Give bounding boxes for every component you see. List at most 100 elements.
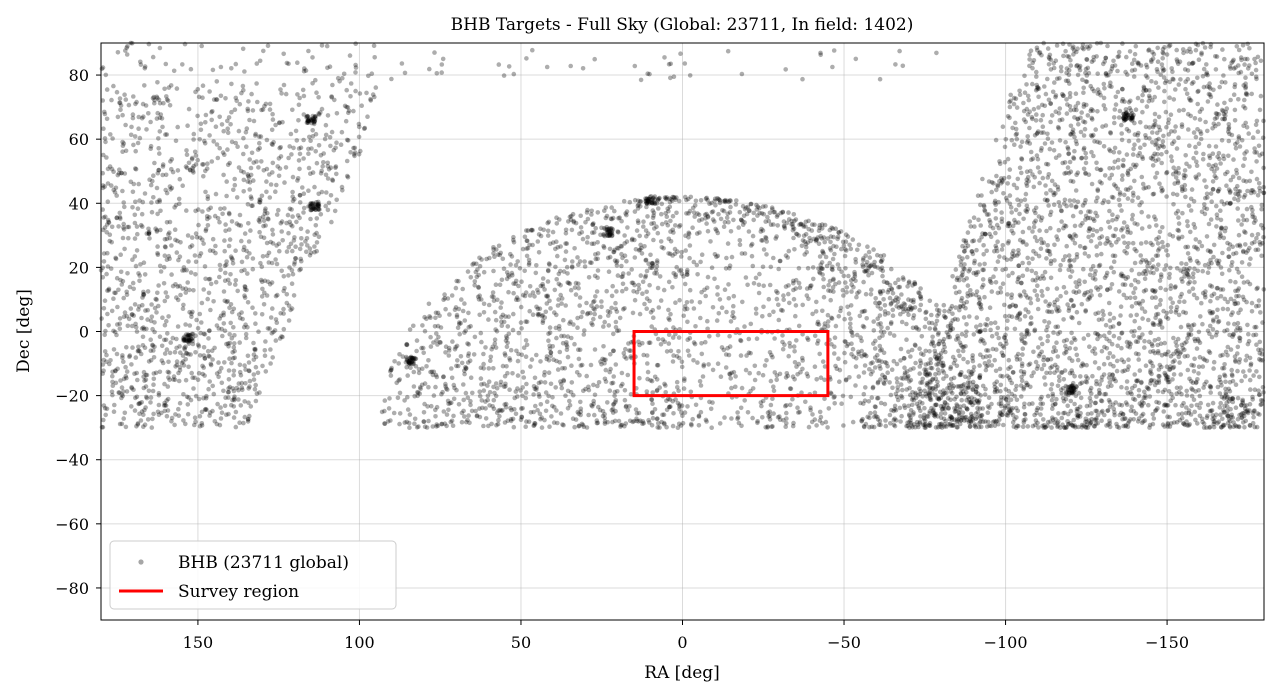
bhb-point bbox=[345, 138, 351, 143]
bhb-point bbox=[346, 110, 351, 116]
bhb-point bbox=[104, 406, 110, 412]
bhb-point bbox=[481, 351, 486, 357]
bhb-point bbox=[1073, 188, 1079, 193]
bhb-point bbox=[1213, 54, 1218, 59]
bhb-point bbox=[829, 266, 835, 272]
bhb-point bbox=[872, 404, 878, 409]
bhb-point bbox=[890, 291, 896, 296]
bhb-point bbox=[592, 307, 597, 312]
bhb-point bbox=[157, 197, 162, 203]
bhb-point bbox=[239, 238, 244, 244]
bhb-point bbox=[237, 315, 243, 321]
bhb-point bbox=[634, 411, 640, 416]
bhb-point bbox=[178, 240, 183, 245]
bhb-point bbox=[821, 251, 826, 256]
bhb-point bbox=[1007, 304, 1012, 310]
bhb-point bbox=[970, 418, 976, 423]
bhb-point bbox=[1090, 348, 1095, 354]
bhb-point bbox=[172, 205, 177, 210]
bhb-point bbox=[798, 221, 803, 227]
bhb-point bbox=[1089, 181, 1095, 187]
bhb-point bbox=[188, 66, 194, 72]
bhb-point bbox=[468, 275, 474, 280]
bhb-point bbox=[886, 311, 891, 316]
bhb-point bbox=[236, 381, 242, 386]
bhb-point bbox=[612, 247, 617, 253]
bhb-point bbox=[929, 320, 935, 326]
bhb-point bbox=[168, 340, 173, 345]
bhb-point bbox=[976, 400, 981, 406]
bhb-point bbox=[1152, 338, 1158, 343]
bhb-point bbox=[1129, 391, 1134, 397]
bhb-point bbox=[237, 369, 243, 375]
bhb-point bbox=[722, 415, 727, 420]
bhb-point bbox=[304, 236, 310, 241]
bhb-point bbox=[536, 290, 541, 295]
bhb-point bbox=[750, 233, 756, 239]
bhb-point bbox=[937, 422, 942, 427]
bhb-point bbox=[565, 334, 571, 339]
bhb-point bbox=[642, 301, 647, 307]
bhb-point bbox=[602, 415, 608, 421]
bhb-point bbox=[316, 191, 322, 197]
bhb-point bbox=[571, 218, 576, 224]
bhb-point bbox=[206, 277, 212, 282]
bhb-point bbox=[154, 297, 159, 302]
bhb-point bbox=[637, 311, 643, 317]
bhb-point bbox=[298, 266, 304, 272]
bhb-point bbox=[1111, 406, 1117, 412]
bhb-point bbox=[264, 179, 269, 184]
bhb-point bbox=[878, 348, 883, 353]
bhb-point bbox=[748, 201, 754, 207]
bhb-point bbox=[1050, 417, 1056, 422]
bhb-point bbox=[876, 422, 882, 428]
bhb-point bbox=[716, 211, 721, 217]
bhb-point bbox=[612, 393, 617, 399]
bhb-point bbox=[1183, 153, 1188, 158]
bhb-point bbox=[563, 227, 569, 233]
bhb-point bbox=[791, 278, 796, 284]
bhb-point bbox=[187, 244, 193, 250]
bhb-point bbox=[608, 352, 613, 357]
bhb-point bbox=[793, 303, 799, 308]
bhb-point bbox=[571, 220, 577, 225]
bhb-point bbox=[613, 398, 619, 403]
bhb-point bbox=[954, 424, 960, 430]
bhb-point bbox=[397, 411, 403, 416]
bhb-point bbox=[281, 306, 286, 312]
bhb-point bbox=[630, 236, 635, 242]
bhb-point bbox=[1011, 95, 1017, 101]
bhb-point bbox=[875, 395, 880, 401]
bhb-point bbox=[135, 231, 140, 237]
bhb-point bbox=[232, 107, 238, 112]
bhb-point bbox=[414, 338, 420, 343]
bhb-point bbox=[1054, 286, 1060, 291]
bhb-point bbox=[921, 415, 927, 421]
bhb-point bbox=[217, 219, 222, 225]
bhb-point bbox=[277, 120, 282, 125]
bhb-point bbox=[227, 160, 232, 166]
bhb-point bbox=[155, 211, 160, 217]
bhb-point bbox=[266, 217, 271, 222]
bhb-point bbox=[151, 376, 157, 382]
bhb-point bbox=[226, 386, 231, 391]
bhb-point bbox=[136, 401, 142, 406]
bhb-point bbox=[547, 424, 552, 430]
bhb-point bbox=[943, 315, 948, 320]
bhb-point bbox=[891, 422, 897, 428]
bhb-point bbox=[1069, 358, 1075, 364]
bhb-point bbox=[579, 362, 585, 368]
bhb-point bbox=[758, 400, 764, 405]
bhb-point bbox=[820, 248, 825, 254]
bhb-point bbox=[466, 324, 472, 330]
bhb-point bbox=[286, 230, 291, 236]
bhb-point bbox=[227, 227, 232, 232]
bhb-point bbox=[784, 410, 789, 416]
bhb-point bbox=[771, 210, 777, 215]
bhb-point bbox=[500, 407, 505, 413]
bhb-point bbox=[806, 226, 812, 232]
bhb-point bbox=[960, 348, 966, 354]
bhb-point bbox=[130, 189, 136, 195]
bhb-point bbox=[899, 395, 905, 400]
bhb-point bbox=[1079, 301, 1085, 307]
